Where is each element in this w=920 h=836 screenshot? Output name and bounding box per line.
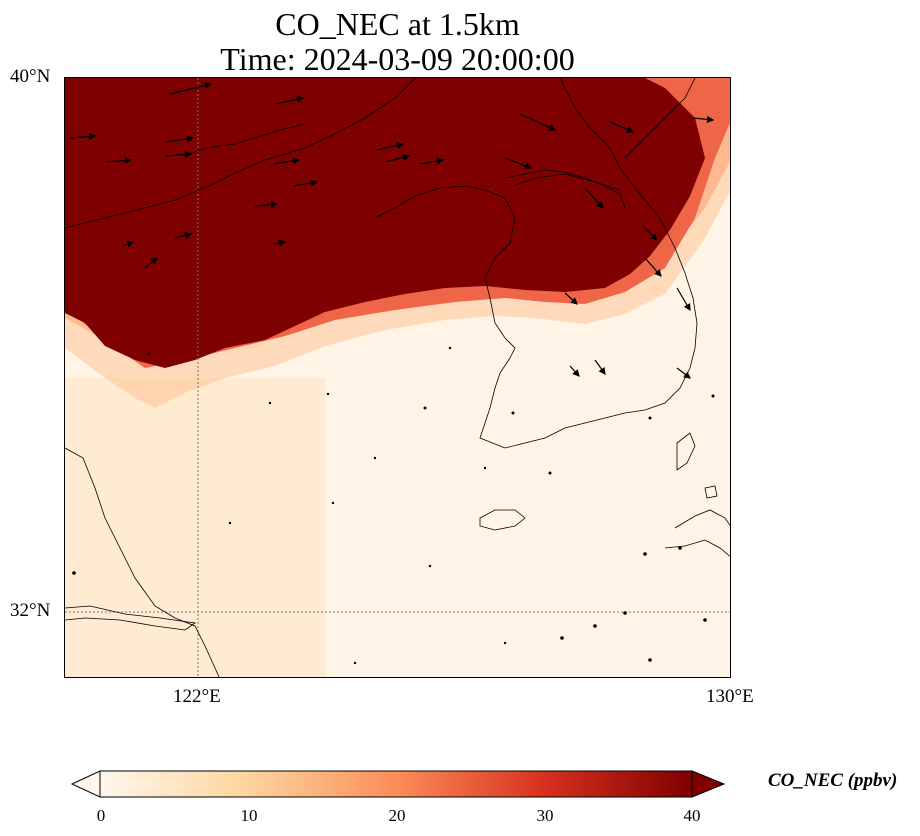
colorbar-tick: 10 <box>240 806 258 825</box>
colorbar-label: CO_NEC (ppbv) <box>768 770 898 791</box>
colorbar-tick: 30 <box>536 806 554 825</box>
map-title: CO_NEC at 1.5km <box>275 6 520 42</box>
map-canvas <box>65 78 730 677</box>
wind-vectors <box>69 81 715 379</box>
colorbar-max-extend <box>691 770 726 798</box>
wind-vectors <box>72 346 715 665</box>
low-concentration-field <box>65 378 325 677</box>
colorbar-gradient <box>99 770 693 798</box>
lon-tick-label: 122°E <box>173 686 221 707</box>
high-concentration-core <box>65 78 705 368</box>
colorbar-tick: 20 <box>388 806 406 825</box>
colorbar <box>70 770 726 798</box>
lat-tick-label: 40°N <box>10 66 51 87</box>
coastline <box>65 78 730 677</box>
concentration-map <box>64 77 731 678</box>
map-time: Time: 2024-03-09 20:00:00 <box>220 41 575 77</box>
colorbar-tick: 0 <box>96 806 106 825</box>
lon-tick-label: 130°E <box>706 686 754 707</box>
colorbar-tick: 40 <box>683 806 701 825</box>
lat-tick-label: 32°N <box>10 600 51 621</box>
colorbar-min-extend <box>70 770 101 798</box>
